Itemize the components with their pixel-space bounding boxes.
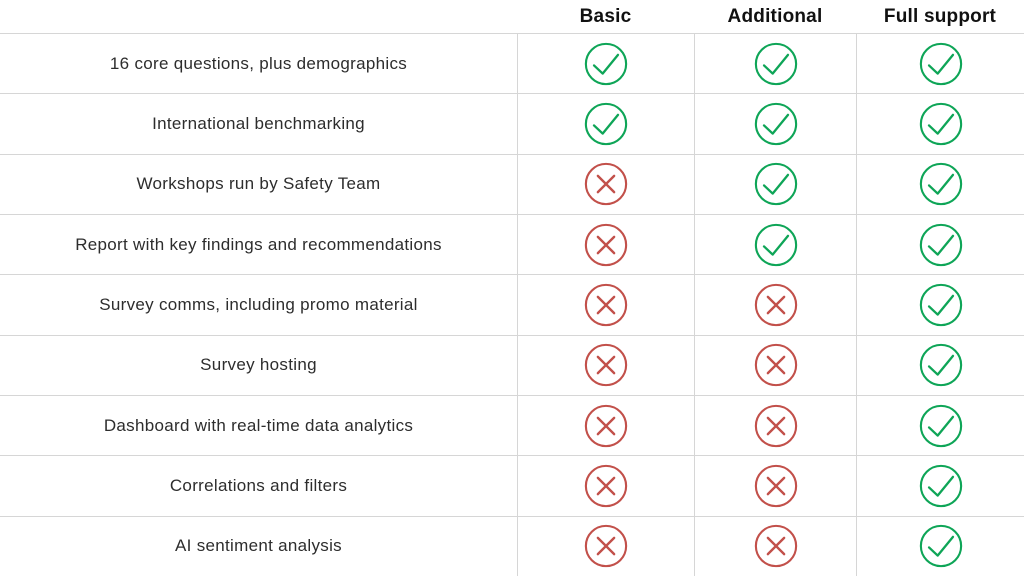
feature-label: 16 core questions, plus demographics [109, 53, 408, 73]
check-circle-icon [754, 42, 797, 85]
mark-cell-basic [517, 214, 694, 275]
table-row: 16 core questions, plus demographics [0, 33, 1024, 94]
mark-cell-basic [517, 154, 694, 214]
mark-cell-full-support [856, 275, 1024, 335]
mark-cell-additional [694, 154, 856, 214]
mark-cell-basic [517, 395, 694, 456]
cross-circle-icon [584, 525, 628, 568]
table-row: Report with key findings and recommendat… [0, 213, 1024, 275]
cross-circle-icon [584, 163, 628, 206]
table-row: International benchmarking [0, 93, 1024, 154]
mark-cell-additional [694, 395, 856, 456]
check-circle-icon [754, 223, 797, 266]
mark-cell-basic [517, 275, 694, 335]
mark-cell-additional [694, 94, 856, 154]
mark-cell-basic [517, 34, 694, 94]
check-circle-icon [919, 464, 962, 508]
table-row: Workshops run by Safety Team [0, 153, 1024, 214]
check-circle-icon [919, 525, 962, 568]
mark-cell-additional [694, 456, 856, 516]
check-circle-icon [919, 404, 962, 447]
mark-cell-full-support [856, 154, 1024, 214]
table-row: Correlations and filters [0, 455, 1024, 516]
feature-label: Report with key findings and recommendat… [75, 234, 442, 254]
check-circle-icon [919, 102, 962, 146]
mark-cell-full-support [856, 34, 1024, 94]
column-header-additional: Additional [727, 5, 823, 27]
cross-circle-icon [754, 404, 797, 447]
mark-cell-additional [694, 516, 856, 576]
table-row: Survey hosting [0, 334, 1024, 395]
check-circle-icon [919, 344, 962, 387]
mark-cell-additional [694, 34, 856, 94]
table-row: Survey comms, including promo material [0, 274, 1024, 335]
column-header-basic: Basic [579, 5, 632, 27]
cross-circle-icon [584, 404, 628, 447]
feature-label: Workshops run by Safety Team [136, 174, 381, 194]
feature-label: Correlations and filters [169, 475, 348, 495]
feature-label: AI sentiment analysis [175, 536, 342, 556]
check-circle-icon [754, 102, 797, 146]
cross-circle-icon [754, 283, 797, 327]
cross-circle-icon [584, 283, 628, 327]
table-row: Dashboard with real-time data analytics [0, 394, 1024, 456]
cross-circle-icon [754, 525, 797, 568]
feature-label: Survey hosting [200, 355, 317, 375]
mark-cell-additional [694, 214, 856, 275]
check-circle-icon [919, 283, 962, 327]
mark-cell-full-support [856, 516, 1024, 576]
cross-circle-icon [584, 464, 628, 508]
check-circle-icon [919, 223, 962, 266]
cross-circle-icon [584, 223, 628, 266]
check-circle-icon [919, 163, 962, 206]
check-circle-icon [919, 42, 962, 85]
feature-label: Survey comms, including promo material [99, 294, 418, 314]
feature-label: Dashboard with real-time data analytics [103, 415, 414, 435]
table-row: AI sentiment analysis [0, 515, 1024, 576]
mark-cell-additional [694, 275, 856, 335]
mark-cell-basic [517, 94, 694, 154]
header-feature-column-spacer [0, 0, 517, 33]
mark-cell-full-support [856, 456, 1024, 516]
mark-cell-full-support [856, 335, 1024, 395]
mark-cell-additional [694, 335, 856, 395]
cross-circle-icon [754, 344, 797, 387]
mark-cell-basic [517, 335, 694, 395]
mark-cell-full-support [856, 94, 1024, 154]
check-circle-icon [584, 42, 628, 85]
mark-cell-full-support [856, 214, 1024, 275]
table-header-row: Basic Additional Full support [0, 0, 1024, 33]
check-circle-icon [754, 163, 797, 206]
table-body: 16 core questions, plus demographics Inte… [0, 33, 1024, 576]
column-header-full-support: Full support [883, 5, 997, 27]
mark-cell-basic [517, 516, 694, 576]
check-circle-icon [584, 102, 628, 146]
mark-cell-basic [517, 456, 694, 516]
feature-label: International benchmarking [152, 113, 365, 133]
cross-circle-icon [584, 344, 628, 387]
mark-cell-full-support [856, 395, 1024, 456]
cross-circle-icon [754, 464, 797, 508]
